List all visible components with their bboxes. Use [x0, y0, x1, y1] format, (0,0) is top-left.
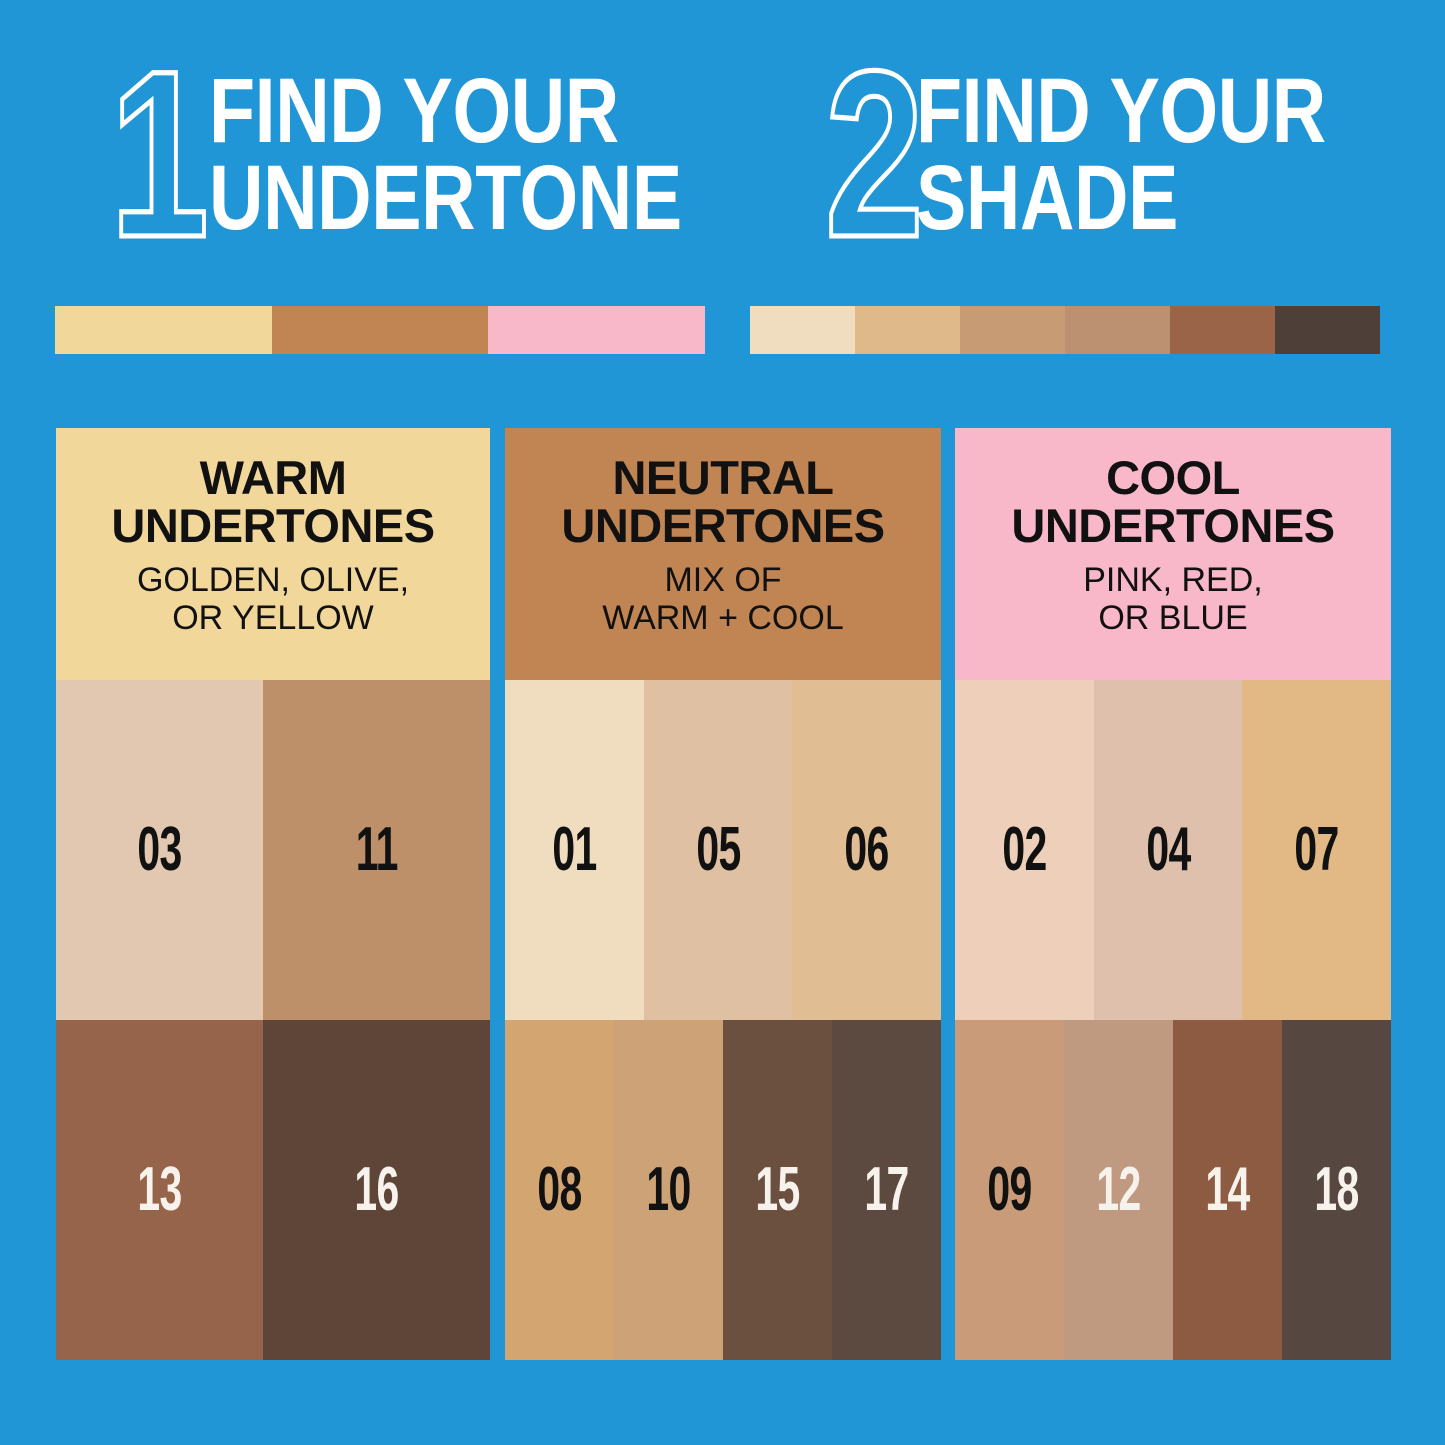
undertone-bar-segment	[271, 306, 489, 354]
steps-header: 1 FIND YOUR UNDERTONE 2 FIND YOUR SHADE	[0, 0, 1445, 360]
shade-number-12: 12	[1096, 1155, 1141, 1224]
column-neutral-title: NEUTRAL UNDERTONES	[561, 451, 885, 553]
column-cool-light-row: 02 04 07	[955, 680, 1392, 1020]
column-neutral: NEUTRAL UNDERTONES MIX OF WARM + COOL 01…	[505, 428, 942, 1360]
column-cool-subtitle: PINK, RED, OR BLUE	[1083, 560, 1263, 637]
shade-number-06: 06	[844, 815, 890, 884]
shade-number-04: 04	[1145, 815, 1191, 884]
step-1-number: 1	[108, 22, 211, 287]
shade-number-18: 18	[1314, 1155, 1359, 1224]
shade-swatch-09[interactable]: 09	[955, 1020, 1064, 1360]
shade-number-05: 05	[695, 815, 741, 884]
shade-swatch-07[interactable]: 07	[1242, 680, 1392, 1020]
shade-bar-segment	[1065, 306, 1170, 354]
shade-swatch-08[interactable]: 08	[505, 1020, 614, 1360]
column-warm-dark-row: 13 16	[56, 1020, 490, 1360]
shade-bar-segment	[1170, 306, 1275, 354]
column-warm-subtitle: GOLDEN, OLIVE, OR YELLOW	[136, 560, 410, 637]
column-warm-title: WARM UNDERTONES	[111, 451, 435, 553]
shade-number-16: 16	[354, 1155, 399, 1224]
step-2: 2 FIND YOUR SHADE	[823, 34, 1416, 276]
shade-swatch-12[interactable]: 12	[1064, 1020, 1173, 1360]
shade-number-07: 07	[1294, 815, 1340, 884]
column-neutral-subtitle: MIX OF WARM + COOL	[602, 560, 844, 637]
undertone-bar-segment	[55, 306, 272, 354]
shade-number-11: 11	[355, 815, 398, 884]
shade-number-01: 01	[552, 815, 597, 884]
shade-bar-segment	[750, 306, 855, 354]
shade-color-bar	[750, 306, 1380, 354]
step-1: 1 FIND YOUR UNDERTONE	[108, 34, 785, 276]
shade-swatch-14[interactable]: 14	[1173, 1020, 1282, 1360]
column-cool: COOL UNDERTONES PINK, RED, OR BLUE 02 04 0…	[955, 428, 1392, 1360]
column-cool-title: COOL UNDERTONES	[1011, 451, 1335, 553]
column-warm-header: WARM UNDERTONES GOLDEN, OLIVE, OR YELLOW	[56, 428, 490, 680]
shade-swatch-13[interactable]: 13	[56, 1020, 263, 1360]
shade-swatch-17[interactable]: 17	[832, 1020, 941, 1360]
shade-swatch-18[interactable]: 18	[1282, 1020, 1391, 1360]
shade-swatch-11[interactable]: 11	[262, 680, 490, 1020]
shade-swatch-03[interactable]: 03	[56, 680, 263, 1020]
shade-number-09: 09	[987, 1155, 1032, 1224]
shade-number-15: 15	[755, 1155, 800, 1224]
step-2-number: 2	[823, 22, 926, 287]
undertone-bar-segment	[596, 306, 705, 354]
column-warm: WARM UNDERTONES GOLDEN, OLIVE, OR YELLOW…	[56, 428, 490, 1360]
shade-swatch-04[interactable]: 04	[1093, 680, 1243, 1020]
column-cool-header: COOL UNDERTONES PINK, RED, OR BLUE	[955, 428, 1391, 680]
shade-number-13: 13	[137, 1155, 182, 1224]
shade-number-14: 14	[1205, 1155, 1250, 1224]
undertone-color-bar	[55, 306, 705, 354]
shade-number-17: 17	[864, 1155, 909, 1224]
shade-number-10: 10	[646, 1155, 691, 1224]
undertone-bar-segment	[488, 306, 597, 354]
shade-bar-segment	[855, 306, 960, 354]
step-1-title: FIND YOUR UNDERTONE	[208, 60, 682, 250]
shade-bar-segment	[960, 306, 1065, 354]
shade-bar-segment	[1275, 306, 1380, 354]
column-cool-dark-row: 09 12 14 18	[955, 1020, 1391, 1360]
shade-swatch-16[interactable]: 16	[262, 1020, 490, 1360]
column-neutral-light-row: 01 05 06	[505, 680, 942, 1020]
shade-swatch-02[interactable]: 02	[955, 680, 1094, 1020]
shade-number-02: 02	[1002, 815, 1047, 884]
shade-swatch-10[interactable]: 10	[614, 1020, 723, 1360]
column-warm-light-row: 03 11	[56, 680, 490, 1020]
column-neutral-dark-row: 08 10 15 17	[505, 1020, 941, 1360]
shade-number-08: 08	[537, 1155, 582, 1224]
undertone-columns: WARM UNDERTONES GOLDEN, OLIVE, OR YELLOW…	[0, 428, 1445, 1363]
shade-number-03: 03	[137, 815, 182, 884]
shade-swatch-15[interactable]: 15	[723, 1020, 832, 1360]
step-2-title: FIND YOUR SHADE	[915, 60, 1326, 250]
shade-swatch-06[interactable]: 06	[792, 680, 942, 1020]
shade-swatch-01[interactable]: 01	[505, 680, 644, 1020]
column-neutral-header: NEUTRAL UNDERTONES MIX OF WARM + COOL	[505, 428, 941, 680]
shade-swatch-05[interactable]: 05	[643, 680, 793, 1020]
